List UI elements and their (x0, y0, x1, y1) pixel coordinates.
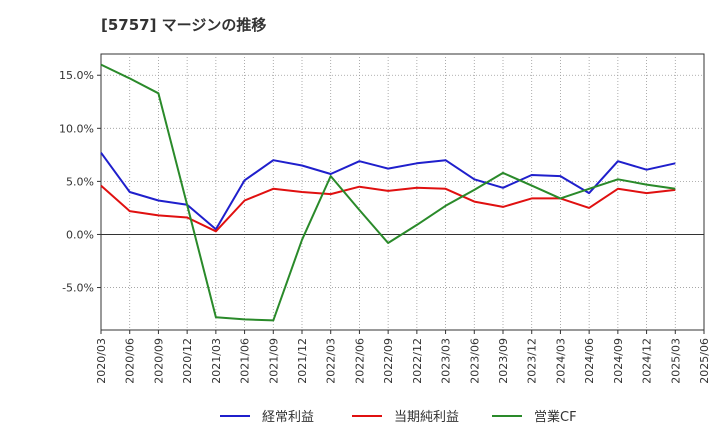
x-tick-label: 2022/09 (382, 338, 395, 384)
x-tick-label: 2024/12 (641, 338, 654, 384)
x-tick-label: 2020/09 (152, 338, 165, 384)
x-tick-label: 2023/03 (440, 338, 453, 384)
x-tick-label: 2021/06 (239, 338, 252, 384)
x-tick-label: 2020/03 (95, 338, 108, 384)
chart-title: [5757] マージンの推移 (101, 16, 267, 34)
x-tick-label: 2021/09 (267, 338, 280, 384)
x-tick-label: 2023/12 (526, 338, 539, 384)
x-tick-label: 2022/03 (325, 338, 338, 384)
x-tick-label: 2020/12 (181, 338, 194, 384)
legend-label-3: 営業CF (534, 409, 577, 425)
series-line-1 (100, 152, 676, 231)
y-tick-label: 0.0% (66, 228, 94, 241)
grid-layer (101, 54, 704, 330)
legend-label-1: 経常利益 (262, 410, 314, 425)
series-line-3 (100, 63, 676, 322)
axis-layer: -5.0% 0.0% 5.0% 10.0% 15.0% 2020/03 2020/06 202… (59, 69, 711, 383)
legend-label-2: 当期純利益 (394, 410, 459, 425)
x-tick-label: 2025/06 (698, 338, 711, 384)
y-tick-label: 10.0% (59, 122, 94, 135)
plot-area (100, 53, 705, 331)
x-tick-label: 2021/12 (296, 338, 309, 384)
legend: 経常利益 当期純利益 営業CF (220, 409, 577, 425)
x-tick-label: 2025/03 (669, 338, 682, 384)
x-tick-label: 2020/06 (124, 338, 137, 384)
x-tick-label: 2023/09 (497, 338, 510, 384)
y-tick-label: -5.0% (62, 282, 94, 295)
x-tick-label: 2022/12 (411, 338, 424, 384)
series-layer (100, 63, 676, 322)
y-tick-label: 5.0% (66, 175, 94, 188)
x-tick-label: 2021/03 (210, 338, 223, 384)
series-line-2 (100, 184, 676, 233)
x-tick-label: 2023/06 (468, 338, 481, 384)
x-tick-label: 2022/06 (353, 338, 366, 384)
x-tick-label: 2024/09 (612, 338, 625, 384)
x-tick-label: 2024/06 (583, 338, 596, 384)
x-tick-label: 2024/03 (554, 338, 567, 384)
y-tick-label: 15.0% (59, 69, 94, 82)
